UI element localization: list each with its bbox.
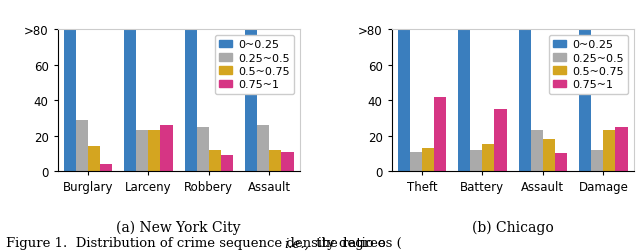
Text: the ratio o: the ratio o [312,237,385,249]
Bar [245,30,257,171]
Bar [579,30,591,171]
Bar [531,131,543,171]
Text: (b) Chicago: (b) Chicago [472,219,554,234]
Bar [483,145,495,171]
Bar [209,150,221,171]
Bar [604,131,616,171]
Text: i.e.,: i.e., [285,237,310,249]
Text: Figure 1.  Distribution of crime sequence density degrees (: Figure 1. Distribution of crime sequence… [6,237,402,249]
Bar [422,148,434,171]
Bar [616,127,628,171]
Bar [148,131,161,171]
Bar [88,147,100,171]
Bar [397,30,410,171]
Bar [543,140,555,171]
Legend: 0~0.25, 0.25~0.5, 0.5~0.75, 0.75~1: 0~0.25, 0.25~0.5, 0.5~0.75, 0.75~1 [214,36,294,94]
Bar [124,30,136,171]
Bar [269,150,282,171]
Bar [434,97,446,171]
Bar [591,150,604,171]
Bar [100,164,112,171]
Text: (a) New York City: (a) New York City [116,219,241,234]
Bar [196,127,209,171]
Bar [185,30,196,171]
Bar [76,120,88,171]
Legend: 0~0.25, 0.25~0.5, 0.5~0.75, 0.75~1: 0~0.25, 0.25~0.5, 0.5~0.75, 0.75~1 [548,36,628,94]
Bar [518,30,531,171]
Bar [410,152,422,171]
Bar [221,155,233,171]
Bar [282,152,294,171]
Bar [161,125,173,171]
Bar [555,154,567,171]
Bar [495,110,506,171]
Bar [63,30,76,171]
Bar [257,125,269,171]
Bar [136,131,148,171]
Bar [470,150,483,171]
Bar [458,30,470,171]
